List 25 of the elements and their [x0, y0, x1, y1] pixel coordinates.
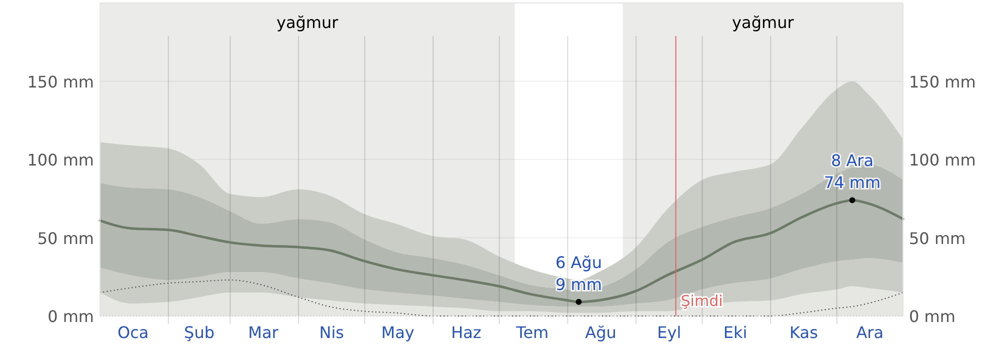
y-tick-label: 50 mm	[37, 228, 94, 248]
x-tick-label: Eyl	[657, 323, 682, 342]
annotation: 8 Ara 74 mm	[824, 151, 881, 192]
annotation: 6 Ağu 9 mm	[555, 252, 602, 294]
y-tick-label: 100 mm	[27, 150, 94, 170]
x-tick-label: Haz	[451, 323, 482, 342]
y2-tick-label: 150 mm	[909, 72, 976, 92]
x-tick-label: Ağu	[585, 323, 616, 342]
band-label: yağmur	[276, 13, 339, 32]
x-tick-label: Şub	[184, 323, 214, 342]
x-tick-label: Oca	[117, 323, 149, 342]
ref-line-label: Şimdi	[680, 292, 723, 310]
y2-tick-label: 100 mm	[909, 150, 976, 170]
x-tick-label: Kas	[790, 323, 818, 342]
band-label: yağmur	[732, 13, 794, 32]
y-tick-label: 150 mm	[27, 72, 94, 92]
x-tick-label: May	[381, 323, 414, 342]
x-tick-label: Mar	[248, 323, 279, 342]
y2-tick-label: 0 mm	[909, 307, 956, 326]
x-tick-label: Nis	[319, 323, 344, 342]
y2-tick-label: 50 mm	[909, 228, 966, 248]
x-tick-label: Eki	[723, 323, 748, 342]
x-tick-label: Tem	[515, 323, 549, 342]
y-tick-label: 0 mm	[48, 307, 94, 326]
x-tick-label: Ara	[856, 323, 884, 342]
